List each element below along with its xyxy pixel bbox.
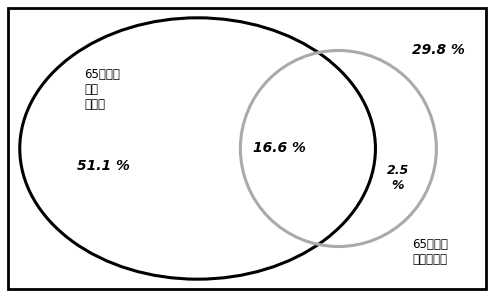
Text: 29.8 %: 29.8 % (412, 43, 465, 58)
Text: 65歳以降
中途採用群: 65歳以降 中途採用群 (412, 238, 449, 266)
Text: 51.1 %: 51.1 % (77, 159, 129, 173)
Text: 2.5
%: 2.5 % (386, 164, 409, 192)
Text: 65歳以降
雇用
可能群: 65歳以降 雇用 可能群 (84, 68, 120, 110)
Text: 16.6 %: 16.6 % (252, 141, 306, 156)
